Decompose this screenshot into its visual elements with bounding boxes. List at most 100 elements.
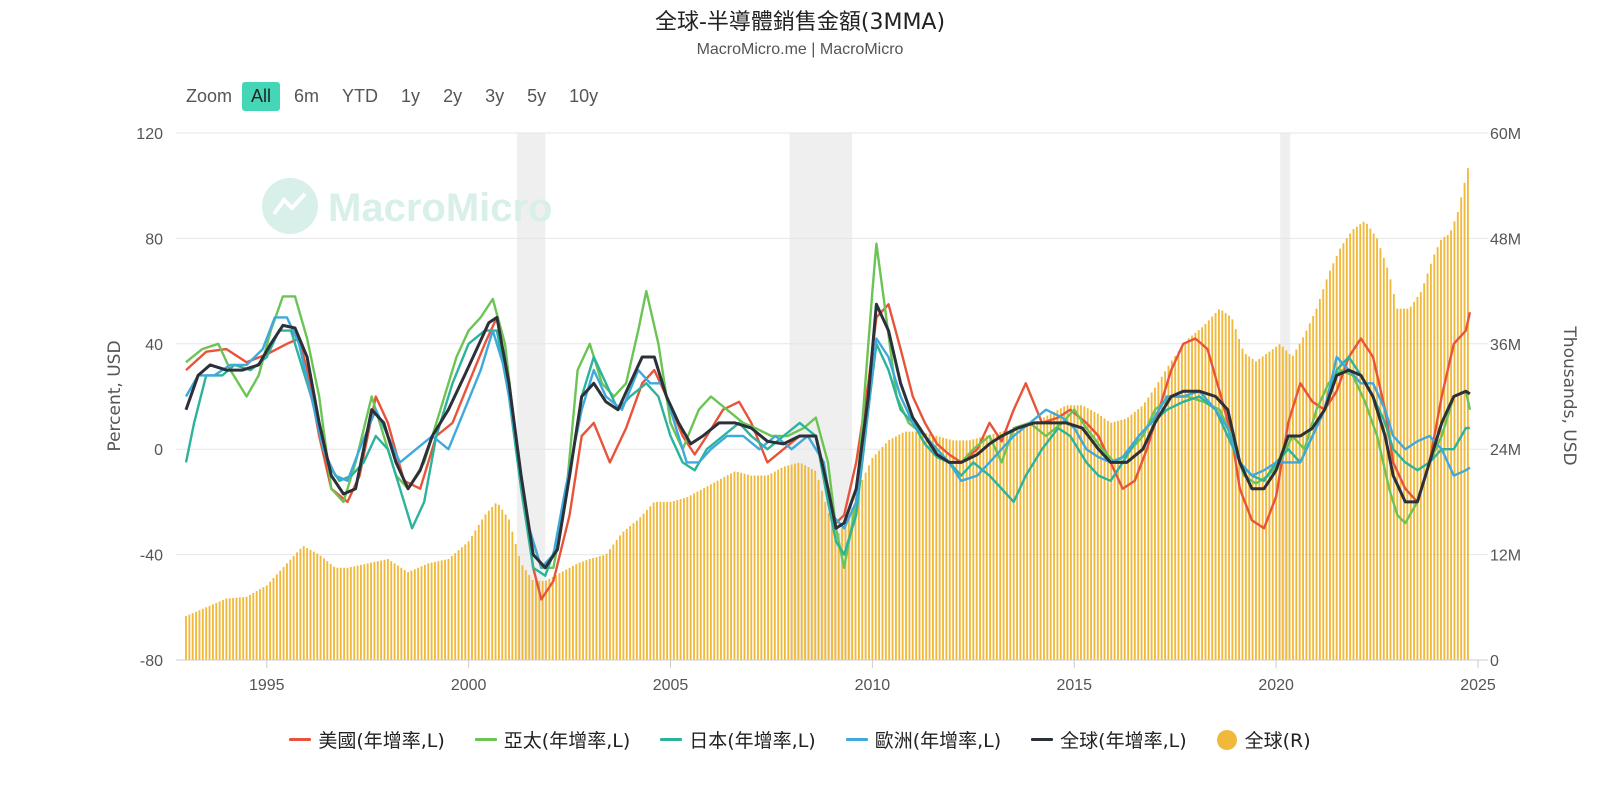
bar-global-sales	[1157, 382, 1160, 660]
bar-global-sales	[1140, 406, 1143, 660]
bar-global-sales	[1194, 332, 1197, 660]
x-tick-label: 1995	[249, 677, 285, 694]
bar-global-sales	[578, 562, 581, 660]
bar-global-sales	[615, 539, 618, 660]
bar-global-sales	[955, 440, 958, 660]
legend-item-japan[interactable]: 日本(年增率,L)	[660, 726, 816, 753]
y-tick-label: 40	[145, 337, 163, 354]
bar-global-sales	[1456, 212, 1459, 661]
bar-global-sales	[1123, 419, 1126, 660]
bar-global-sales	[491, 507, 494, 660]
bar-global-sales	[269, 581, 272, 660]
bar-global-sales	[1150, 392, 1153, 660]
bar-global-sales	[932, 434, 934, 660]
bar-global-sales	[400, 567, 403, 660]
bar-global-sales	[921, 432, 924, 660]
bar-global-sales	[1265, 354, 1267, 660]
bar-global-sales	[592, 558, 595, 660]
bar-global-sales	[383, 559, 386, 660]
bar-global-sales	[1416, 296, 1419, 660]
bar-global-sales	[363, 564, 366, 660]
bar-global-sales	[211, 604, 214, 660]
bar-global-sales	[1251, 358, 1254, 660]
bar-global-sales	[602, 555, 605, 660]
bar-global-sales	[1234, 329, 1237, 660]
bar-global-sales	[548, 578, 551, 660]
bar-global-sales	[1063, 406, 1066, 660]
bar-global-sales	[390, 561, 393, 660]
bar-global-sales	[1228, 315, 1230, 660]
bar-global-sales	[218, 601, 221, 660]
bar-global-sales	[878, 450, 881, 660]
bar-global-sales	[1315, 308, 1318, 660]
bar-global-sales	[659, 501, 662, 660]
bar-global-sales	[716, 480, 719, 660]
legend-swatch-japan	[660, 738, 683, 741]
bar-global-sales	[629, 526, 632, 660]
zoom-2y-button[interactable]: 2y	[443, 85, 463, 106]
legend-item-global-sales[interactable]: 全球(R)	[1216, 726, 1311, 753]
legend-item-europe[interactable]: 歐洲(年增率,L)	[845, 726, 1001, 753]
legend-swatch-global	[1031, 738, 1054, 741]
bar-global-sales	[534, 580, 537, 660]
bar-global-sales	[524, 570, 527, 660]
bar-global-sales	[1160, 376, 1163, 660]
bar-global-sales	[693, 493, 695, 660]
y-tick-label: 0	[154, 442, 163, 459]
bar-global-sales	[454, 553, 457, 660]
bar-global-sales	[1224, 313, 1227, 660]
zoom-3y-button[interactable]: 3y	[485, 85, 505, 106]
bar-global-sales	[1069, 405, 1072, 660]
bar-global-sales	[1100, 416, 1103, 660]
bar-global-sales	[1093, 411, 1096, 660]
bar-global-sales	[891, 438, 894, 660]
bar-global-sales	[360, 564, 362, 660]
bar-global-sales	[565, 569, 568, 660]
x-tick-label: 2025	[1460, 677, 1496, 694]
bar-global-sales	[901, 432, 904, 660]
bar-global-sales	[1463, 182, 1466, 660]
bar-global-sales	[1386, 267, 1389, 660]
bar-global-sales	[1197, 330, 1200, 660]
bar-global-sales	[1406, 308, 1409, 660]
bar-global-sales	[282, 567, 285, 660]
bar-global-sales	[625, 528, 628, 660]
legend-item-global[interactable]: 全球(年增率,L)	[1031, 726, 1187, 753]
zoom-5y-button[interactable]: 5y	[527, 85, 547, 106]
bar-global-sales	[807, 467, 810, 660]
y2-tick-label: 24M	[1490, 442, 1521, 459]
bar-global-sales	[948, 439, 951, 660]
bar-global-sales	[366, 563, 369, 660]
bar-global-sales	[767, 475, 769, 660]
bar-global-sales	[1382, 257, 1385, 660]
bar-global-sales	[1019, 426, 1022, 660]
zoom-10y-button[interactable]: 10y	[569, 85, 599, 106]
bar-global-sales	[847, 517, 850, 660]
bar-global-sales	[1187, 338, 1190, 660]
zoom-ytd-button[interactable]: YTD	[342, 85, 379, 106]
bar-global-sales	[713, 482, 716, 660]
bar-global-sales	[255, 591, 258, 660]
bar-global-sales	[1419, 292, 1422, 660]
bar-global-sales	[289, 559, 292, 660]
bar-global-sales	[871, 457, 874, 660]
bar-global-sales	[356, 565, 359, 660]
zoom-1y-button[interactable]: 1y	[401, 85, 421, 106]
bar-global-sales	[558, 573, 561, 660]
bar-global-sales	[238, 597, 241, 660]
bar-global-sales	[854, 497, 857, 660]
bar-global-sales	[521, 565, 524, 660]
bar-global-sales	[386, 558, 389, 660]
legend-item-us[interactable]: 美國(年增率,L)	[289, 726, 445, 753]
zoom-6m-button[interactable]: 6m	[294, 85, 320, 106]
legend-swatch-asia-pacific	[474, 738, 497, 741]
zoom-all-button[interactable]: All	[242, 81, 281, 111]
bar-global-sales	[228, 598, 231, 660]
bar-global-sales	[609, 549, 611, 660]
legend-item-asia-pacific[interactable]: 亞太(年增率,L)	[474, 726, 630, 753]
watermark-text: MacroMicro	[328, 186, 553, 230]
bar-global-sales	[1073, 405, 1076, 660]
bar-global-sales	[918, 431, 921, 660]
bar-global-sales	[1355, 226, 1358, 660]
